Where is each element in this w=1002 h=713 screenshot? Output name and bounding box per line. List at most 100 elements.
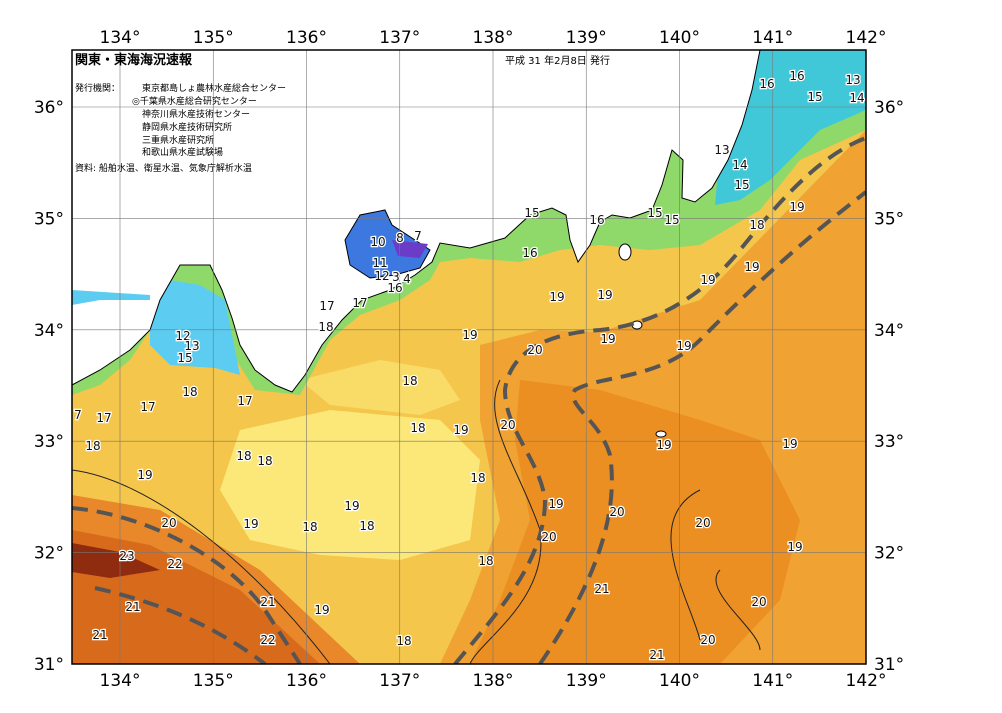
lat-label: 32° — [874, 544, 904, 564]
lon-label: 136° — [286, 28, 327, 48]
lat-label: 35° — [874, 209, 904, 229]
contour-label: 14 — [732, 158, 747, 172]
bay-water — [344, 209, 431, 279]
lat-label: 34° — [34, 321, 64, 341]
contour-label: 15 — [647, 206, 662, 220]
lat-label: 33° — [34, 432, 64, 452]
lon-label: 141° — [752, 28, 793, 48]
contour-label: 18 — [396, 634, 411, 648]
lat-label: 34° — [874, 321, 904, 341]
lon-label: 139° — [566, 671, 607, 691]
contour-label: 4 — [403, 272, 411, 286]
contour-label: 18 — [402, 374, 417, 388]
contour-label: 19 — [548, 497, 563, 511]
contour-label: 18 — [410, 421, 425, 435]
lon-label: 142° — [846, 28, 887, 48]
contour-label: 20 — [161, 516, 176, 530]
sources: 資料: 船舶水温、衛星水温、気象庁解析水温 — [75, 162, 252, 174]
contour-label: 12 — [175, 329, 190, 343]
contour-label: 17 — [140, 400, 155, 414]
lon-label: 142° — [846, 671, 887, 691]
axes: 134° 134° 135° 135° 136° 136° 137° 137° 138° 138°… — [34, 28, 904, 691]
current-path — [72, 506, 302, 664]
lat-label: 36° — [34, 98, 64, 118]
issuer: 神奈川県水産技術センター — [142, 108, 250, 120]
contour-label: 16 — [522, 246, 537, 260]
contour-label: 17 — [352, 296, 367, 310]
lon-label: 136° — [286, 671, 327, 691]
contour-label: 17 — [319, 299, 334, 313]
land — [72, 50, 761, 393]
lon-label: 139° — [566, 28, 607, 48]
issuer: ◎千葉県水産総合研究センター — [132, 95, 257, 107]
contour-label: 16 — [759, 77, 774, 91]
contour-label: 13 — [714, 143, 729, 157]
contour-label: 10 — [370, 235, 385, 249]
contour-label: 19 — [744, 260, 759, 274]
island — [655, 430, 667, 438]
contour-label: 19 — [597, 288, 612, 302]
contour-label: 16 — [789, 69, 804, 83]
sea-hot — [72, 543, 160, 578]
contour-label: 11 — [372, 256, 387, 270]
contour-label: 20 — [751, 595, 766, 609]
contour-label: 7 — [414, 229, 422, 243]
contour-label: 7 — [74, 408, 82, 422]
contour-label: 18 — [257, 454, 272, 468]
contour-label: 20 — [700, 633, 715, 647]
contour-label: 19 — [700, 273, 715, 287]
issuer: 和歌山県水産試験場 — [142, 146, 223, 158]
bay-water — [150, 280, 240, 375]
lon-label: 135° — [193, 671, 234, 691]
contour-label: 19 — [462, 328, 477, 342]
contour-label: 20 — [695, 516, 710, 530]
contour-label: 13 — [184, 339, 199, 353]
lon-label: 140° — [659, 671, 700, 691]
contour-label: 15 — [524, 206, 539, 220]
current-axis — [72, 136, 866, 664]
issuer: 三重県水産研究所 — [142, 134, 214, 146]
lat-label: 36° — [874, 98, 904, 118]
issuers-label: 発行機関： — [75, 82, 120, 94]
island — [618, 243, 632, 261]
lat-label: 31° — [34, 655, 64, 675]
contour-label: 18 — [236, 449, 251, 463]
contour-label: 21 — [260, 595, 275, 609]
contour-label: 20 — [527, 343, 542, 357]
contour-label: 21 — [125, 600, 140, 614]
contour-label: 16 — [387, 281, 402, 295]
contour-label: 18 — [749, 218, 764, 232]
lat-label: 32° — [34, 544, 64, 564]
contour-label: 16 — [589, 213, 604, 227]
contour-label: 19 — [243, 517, 258, 531]
contour-label: 15 — [734, 178, 749, 192]
contour-label: 23 — [119, 549, 134, 563]
contour-label: 8 — [396, 231, 404, 245]
contour-label: 21 — [594, 582, 609, 596]
contour-label: 19 — [344, 499, 359, 513]
contour-label: 19 — [137, 468, 152, 482]
contour-label: 18 — [359, 519, 374, 533]
contour-label: 15 — [807, 90, 822, 104]
contour-label: 22 — [260, 633, 275, 647]
lon-label: 138° — [473, 671, 514, 691]
lon-label: 140° — [659, 28, 700, 48]
contour-label: 19 — [549, 290, 564, 304]
current-path — [538, 190, 866, 664]
issue-date: 平成 31 年2月8日 発行 — [505, 54, 610, 67]
contour-label: 20 — [500, 418, 515, 432]
contour-label: 19 — [782, 437, 797, 451]
contour-label: 19 — [676, 339, 691, 353]
lat-label: 31° — [874, 655, 904, 675]
sea-cool — [300, 360, 460, 415]
contour-label: 19 — [600, 332, 615, 346]
contour-label: 18 — [470, 471, 485, 485]
bay-water — [392, 240, 428, 258]
contour-label: 20 — [541, 530, 556, 544]
contour-label: 18 — [85, 439, 100, 453]
lon-label: 137° — [379, 671, 420, 691]
contour-label: 19 — [656, 438, 671, 452]
